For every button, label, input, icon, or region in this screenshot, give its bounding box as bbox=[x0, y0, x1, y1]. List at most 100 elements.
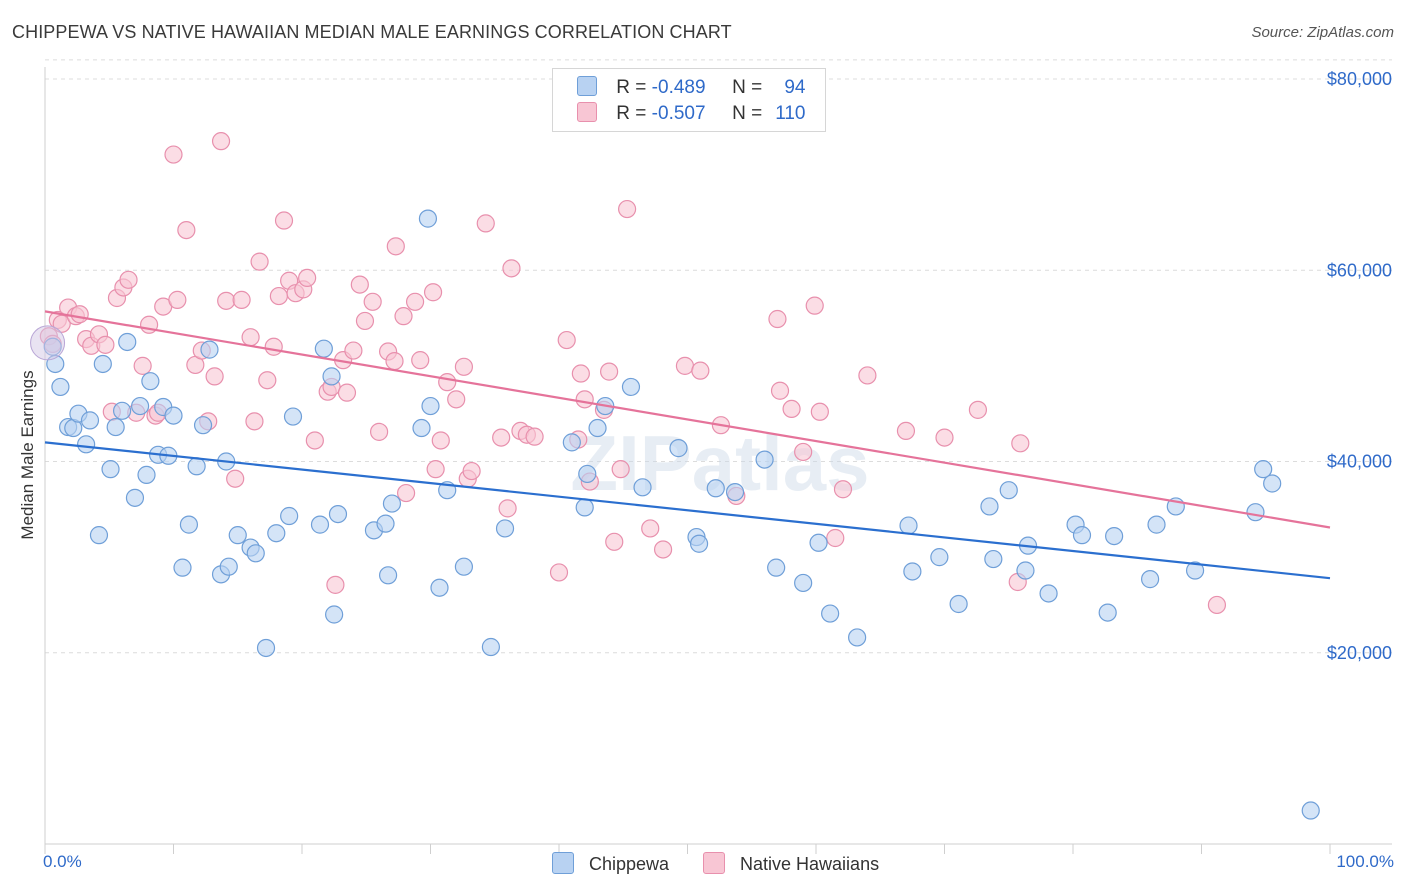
chippewa-point bbox=[267, 524, 286, 543]
chippewa-point bbox=[382, 494, 402, 513]
native-hawaiian-point bbox=[411, 351, 430, 370]
native-hawaiian-point bbox=[611, 460, 630, 479]
chippewa-point bbox=[794, 573, 813, 593]
chippewa-point bbox=[106, 417, 125, 437]
native-hawaiian-point bbox=[447, 390, 466, 409]
chart-title: CHIPPEWA VS NATIVE HAWAIIAN MEDIAN MALE … bbox=[12, 22, 732, 42]
chippewa-point bbox=[187, 457, 206, 476]
native-hawaiian-point bbox=[525, 427, 544, 446]
hawaiian-legend-label: Native Hawaiians bbox=[740, 854, 880, 874]
chippewa-point bbox=[588, 418, 607, 438]
native-hawaiian-point bbox=[386, 237, 405, 256]
x-tick-label-max: 100.0% bbox=[1336, 852, 1394, 871]
native-hawaiian-point bbox=[52, 314, 71, 333]
chippewa-point bbox=[984, 549, 1003, 569]
native-hawaiian-point bbox=[605, 532, 624, 551]
native-hawaiian-point bbox=[600, 362, 619, 381]
chippewa-point bbox=[430, 578, 449, 597]
chippewa-point bbox=[280, 506, 299, 526]
r-label: R = bbox=[616, 77, 647, 98]
chippewa-point bbox=[1140, 570, 1160, 589]
legend-row-chippewa: R = -0.489 N = 94 bbox=[577, 76, 806, 98]
chippewa-point bbox=[1147, 515, 1166, 534]
native-hawaiian-point bbox=[394, 307, 413, 326]
chippewa-point bbox=[706, 479, 725, 498]
chippewa-point bbox=[228, 526, 247, 545]
native-hawaiian-point bbox=[1207, 595, 1227, 615]
chippewa-point bbox=[376, 514, 395, 533]
native-hawaiian-point bbox=[211, 132, 231, 151]
chippewa-point bbox=[283, 407, 303, 426]
chippewa-point bbox=[454, 557, 474, 576]
native-hawaiian-point bbox=[337, 383, 357, 402]
chippewa-point bbox=[848, 628, 867, 647]
native-hawaiian-point bbox=[810, 402, 829, 421]
r-label: R = bbox=[616, 103, 647, 124]
chippewa-point bbox=[141, 372, 160, 391]
chippewa-point bbox=[1246, 503, 1265, 522]
chippewa-points bbox=[30, 209, 1320, 820]
native-hawaiians-trend-line bbox=[44, 310, 1331, 529]
chippewa-point bbox=[256, 638, 276, 658]
native-hawaiian-point bbox=[968, 400, 988, 419]
y-tick-label: $40,000 bbox=[1327, 452, 1392, 472]
native-hawaiian-point bbox=[326, 575, 345, 594]
chippewa-point bbox=[621, 377, 641, 397]
native-hawaiian-point bbox=[438, 373, 457, 392]
native-hawaiian-point bbox=[385, 351, 404, 371]
chippewa-point bbox=[481, 637, 500, 657]
chippewa-point bbox=[314, 339, 333, 358]
native-hawaiian-point bbox=[476, 214, 495, 233]
native-hawaiian-point bbox=[226, 469, 245, 488]
chippewa-point bbox=[562, 433, 581, 452]
chippewa-point bbox=[669, 439, 688, 458]
native-hawaiian-point bbox=[274, 211, 294, 230]
chippewa-point bbox=[899, 516, 918, 535]
native-hawaiian-point bbox=[119, 270, 138, 289]
native-hawaiian-point bbox=[133, 356, 152, 375]
chippewa-point bbox=[1263, 474, 1282, 493]
native-hawaiian-point bbox=[549, 563, 569, 582]
native-hawaiian-point bbox=[250, 252, 269, 271]
chippewa-point bbox=[322, 367, 341, 386]
chippewa-point bbox=[725, 483, 745, 502]
legend-row-hawaiian: R = -0.507 N = 110 bbox=[577, 102, 806, 124]
chippewa-point bbox=[137, 465, 156, 484]
chippewa-point bbox=[1016, 561, 1035, 580]
chippewa-point bbox=[378, 566, 398, 585]
native-hawaiian-point bbox=[232, 290, 251, 309]
chippewa-point bbox=[578, 464, 597, 484]
native-hawaiian-point bbox=[423, 283, 443, 302]
chippewa-point bbox=[421, 396, 440, 416]
chippewa-point bbox=[767, 558, 786, 577]
chippewa-point bbox=[130, 396, 150, 416]
chippewa-point bbox=[633, 478, 652, 497]
native-hawaiian-point bbox=[205, 367, 224, 386]
native-hawaiian-point bbox=[454, 357, 474, 376]
chippewa-point bbox=[328, 504, 348, 524]
n-label: N = bbox=[732, 103, 763, 124]
chippewa-point bbox=[1072, 526, 1092, 545]
native-hawaiian-point bbox=[258, 371, 277, 390]
native-hawaiian-point bbox=[370, 422, 389, 441]
native-hawaiian-point bbox=[794, 442, 813, 462]
chippewa-point bbox=[193, 416, 213, 435]
native-hawaiian-point bbox=[826, 528, 845, 548]
x-tick-label-min: 0.0% bbox=[43, 852, 82, 871]
y-tick-label: $60,000 bbox=[1327, 260, 1392, 280]
chippewa-point bbox=[219, 557, 238, 576]
y-tick-labels: $20,000 $40,000 $60,000 $80,000 bbox=[1327, 69, 1392, 663]
native-hawaiian-point bbox=[431, 431, 450, 450]
native-hawaiian-point bbox=[618, 199, 637, 219]
native-hawaiian-point bbox=[768, 309, 787, 329]
native-hawaiian-point bbox=[492, 428, 511, 447]
chippewa-point bbox=[999, 481, 1018, 500]
source-label: Source: ZipAtlas.com bbox=[1251, 24, 1394, 41]
native-hawaiian-point bbox=[782, 399, 801, 419]
chippewa-point bbox=[418, 209, 438, 228]
chippewa-point bbox=[118, 332, 137, 352]
y-tick-label: $80,000 bbox=[1327, 69, 1392, 89]
native-hawaiian-point bbox=[935, 428, 954, 447]
chippewa-point bbox=[1185, 561, 1205, 580]
